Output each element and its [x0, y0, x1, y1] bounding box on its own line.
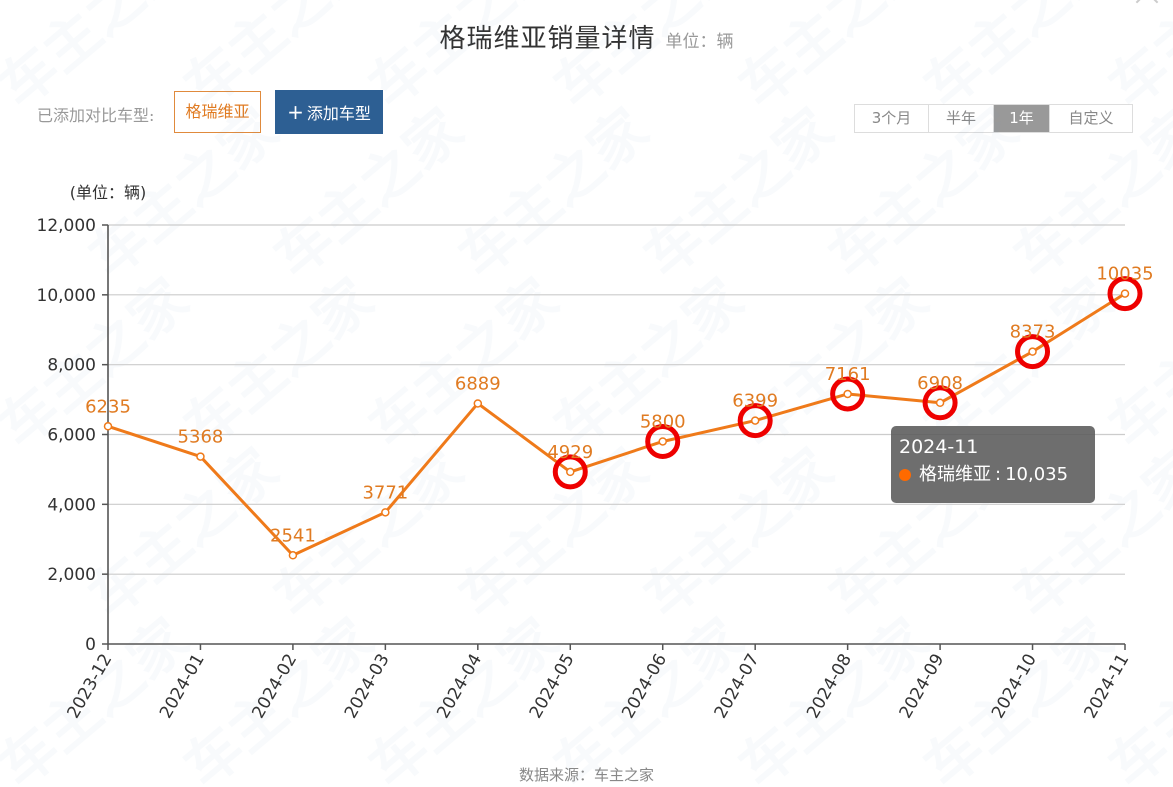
- time-range-selector: 3个月 半年 1年 自定义: [854, 104, 1133, 133]
- data-point[interactable]: [658, 437, 667, 446]
- tooltip-date: 2024-11: [899, 436, 979, 458]
- data-label: 10035: [1096, 264, 1153, 285]
- series-line: [103, 289, 1130, 560]
- y-tick-label: 6,000: [47, 426, 96, 446]
- data-label: 8373: [1010, 322, 1056, 343]
- highlight-circle: [645, 423, 681, 459]
- y-tick-label: 12,000: [37, 216, 96, 236]
- y-tick-label: 4,000: [47, 495, 96, 515]
- y-axis-title: (单位：辆): [70, 183, 147, 202]
- page-title: 格瑞维亚销量详情: [439, 24, 656, 54]
- chart-tooltip: 2024-11 格瑞维亚 : 10,035: [891, 426, 1095, 503]
- tooltip-series: 格瑞维亚: [919, 464, 991, 485]
- y-tick-label: 2,000: [47, 565, 96, 585]
- watermark: 车主之家: [1002, 97, 1173, 291]
- watermark: 车主之家: [632, 97, 845, 291]
- watermark: 车主之家: [632, 437, 845, 631]
- data-label: 2541: [270, 525, 316, 546]
- data-point[interactable]: [196, 452, 205, 461]
- data-point[interactable]: [1120, 289, 1130, 298]
- tooltip-value: 10,035: [1005, 464, 1069, 485]
- series-marker-icon: [899, 469, 911, 481]
- y-tick-label: 0: [85, 635, 96, 655]
- y-tick-label: 8,000: [47, 356, 96, 376]
- y-axis: 0 2,000 4,000 6,000 8,000 10,000 12,000: [37, 216, 109, 655]
- data-point[interactable]: [473, 399, 483, 408]
- data-point[interactable]: [381, 508, 390, 517]
- data-source: 数据来源：车主之家: [518, 766, 654, 784]
- watermark: 车主之家: [447, 97, 660, 291]
- data-labels: 6235 5368 2541 3771 6889 4929 5800 6399 7161 6908…: [85, 264, 1154, 547]
- data-point[interactable]: [843, 389, 852, 399]
- range-half-year[interactable]: 半年: [928, 105, 993, 132]
- watermark: 车主之家: [0, 267, 201, 461]
- highlight-circles: [552, 276, 1143, 490]
- watermark: 车主之家: [357, 0, 570, 121]
- watermark: 车主之家: [357, 267, 570, 461]
- chart-title-bar: 格瑞维亚销量详情 单位：辆: [0, 18, 1173, 55]
- watermark: 车主之家: [727, 0, 940, 121]
- data-label: 6908: [917, 373, 963, 394]
- highlight-circle: [1015, 334, 1051, 370]
- range-1-year[interactable]: 1年: [993, 105, 1049, 132]
- compare-models-label: 已添加对比车型:: [37, 106, 155, 125]
- data-point[interactable]: [935, 398, 945, 408]
- data-label: 6889: [455, 373, 501, 394]
- highlight-circle: [737, 403, 773, 439]
- highlight-circle: [1107, 276, 1143, 312]
- data-label: 4929: [547, 442, 593, 463]
- plus-icon: +: [287, 100, 304, 124]
- add-model-label: 添加车型: [306, 104, 371, 123]
- data-point[interactable]: [566, 467, 575, 477]
- watermark: 车主之家: [912, 0, 1125, 121]
- watermark: 车主之家: [77, 437, 290, 631]
- range-custom[interactable]: 自定义: [1049, 105, 1132, 132]
- data-point[interactable]: [103, 422, 113, 431]
- watermark: 车主之家: [542, 0, 755, 121]
- data-point[interactable]: [288, 551, 298, 560]
- watermark: 车主之家: [817, 97, 1030, 291]
- range-3-months[interactable]: 3个月: [855, 105, 928, 132]
- data-point[interactable]: [750, 416, 760, 425]
- selected-model-tag[interactable]: 格瑞维亚: [174, 91, 261, 133]
- highlight-circle: [830, 376, 866, 412]
- add-model-button[interactable]: + 添加车型: [275, 90, 383, 134]
- data-label: 6399: [732, 391, 778, 412]
- watermark: 车主之家: [262, 97, 475, 291]
- watermark: 车主之家: [172, 0, 385, 121]
- tooltip-separator: :: [995, 464, 1002, 485]
- data-label: 7161: [825, 364, 871, 385]
- data-label: 5800: [640, 411, 686, 432]
- data-point[interactable]: [1028, 347, 1037, 356]
- watermark: 车主之家: [1097, 0, 1173, 121]
- y-tick-label: 10,000: [37, 286, 96, 306]
- data-label: 6235: [85, 396, 131, 417]
- highlight-circle: [922, 385, 958, 421]
- data-label: 5368: [178, 427, 224, 448]
- watermark: 车主之家: [0, 0, 201, 121]
- highlight-circle: [552, 454, 588, 490]
- sales-line: [107, 292, 1126, 557]
- tooltip-row: 格瑞维亚 : 10,035: [899, 460, 1087, 490]
- title-unit: 单位：辆: [665, 32, 734, 52]
- data-label: 3771: [362, 482, 408, 503]
